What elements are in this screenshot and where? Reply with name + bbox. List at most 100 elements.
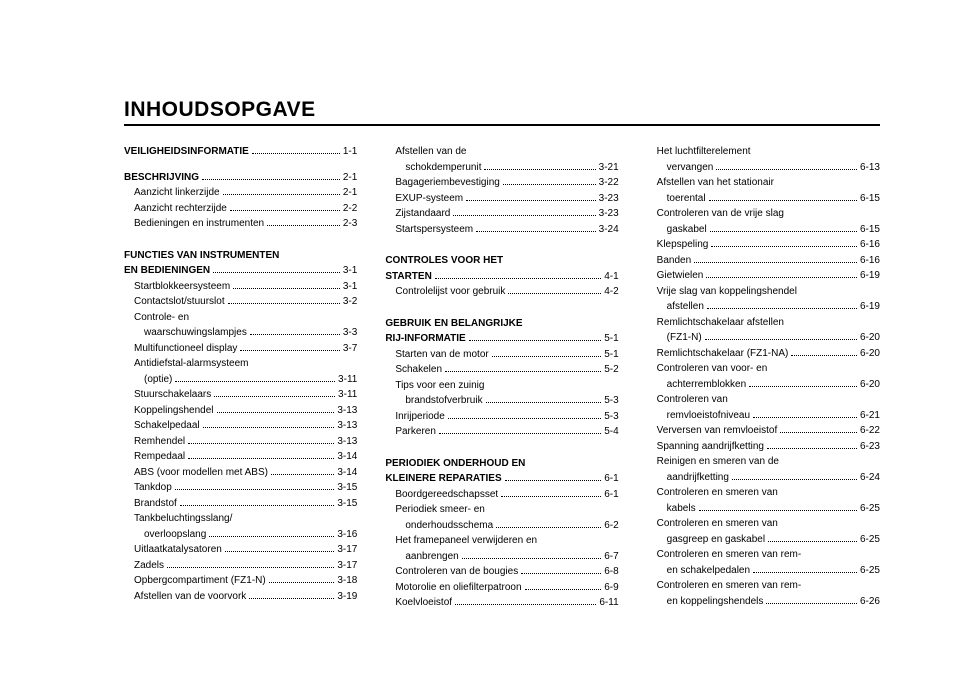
toc-entry: VEILIGHEIDSINFORMATIE 1-1 — [124, 144, 357, 160]
page-title: INHOUDSOPGAVE — [124, 98, 880, 126]
toc-entry-label: Klepspeling — [657, 237, 709, 253]
toc-leader-dots — [175, 483, 335, 490]
toc-entry-cont: Periodiek smeer- en — [385, 502, 618, 518]
toc-entry-page: 6-25 — [860, 532, 880, 548]
toc-entry-page: 6-20 — [860, 346, 880, 362]
toc-leader-dots — [180, 499, 335, 506]
toc-leader-dots — [791, 349, 857, 356]
toc-entry: gasgreep en gaskabel 6-25 — [647, 532, 880, 548]
toc-entry-label: RIJ-INFORMATIE — [385, 331, 465, 347]
toc-entry-label: Stuurschakelaars — [134, 387, 211, 403]
toc-entry: Rempedaal 3-14 — [124, 449, 357, 465]
toc-leader-dots — [209, 530, 334, 537]
toc-entry-label: Remlichtschakelaar (FZ1-NA) — [657, 346, 789, 362]
toc-entry-label: Aanzicht linkerzijde — [134, 185, 220, 201]
toc-entry-label: en schakelpedalen — [667, 563, 750, 579]
toc-leader-dots — [249, 592, 334, 599]
toc-entry-page: 3-21 — [599, 160, 619, 176]
toc-entry: achterremblokken 6-20 — [647, 377, 880, 393]
toc-entry-cont: Afstellen van de — [385, 144, 618, 160]
toc-entry-page: 1-1 — [343, 144, 357, 160]
toc-leader-dots — [501, 490, 601, 497]
spacer — [124, 160, 357, 170]
toc-entry-page: 6-11 — [599, 595, 618, 611]
toc-entry-page: 6-21 — [860, 408, 880, 424]
toc-entry-label: Bedieningen en instrumenten — [134, 216, 264, 232]
toc-entry-cont: Controleren en smeren van rem- — [647, 547, 880, 563]
toc-entry-label: Inrijperiode — [395, 409, 444, 425]
toc-entry-label: Schakelpedaal — [134, 418, 200, 434]
toc-columns: VEILIGHEIDSINFORMATIE 1-1 BESCHRIJVING 2-… — [124, 144, 880, 611]
toc-leader-dots — [448, 412, 601, 419]
toc-entry-page: 3-15 — [337, 480, 357, 496]
toc-entry: Motorolie en oliefilterpatroon 6-9 — [385, 580, 618, 596]
toc-entry: waarschuwingslampjes 3-3 — [124, 325, 357, 341]
toc-entry-label: Koelvloeistof — [395, 595, 452, 611]
toc-entry-page: 6-24 — [860, 470, 880, 486]
toc-leader-dots — [228, 297, 340, 304]
toc-entry-label: Zijstandaard — [395, 206, 450, 222]
toc-entry-label: Brandstof — [134, 496, 177, 512]
toc-leader-dots — [271, 468, 334, 475]
toc-entry-label: Rempedaal — [134, 449, 185, 465]
toc-entry-page: 3-7 — [343, 341, 357, 357]
toc-entry-label: Remhendel — [134, 434, 185, 450]
toc-entry: RIJ-INFORMATIE 5-1 — [385, 331, 618, 347]
toc-entry-page: 3-23 — [599, 206, 619, 222]
toc-entry: Zijstandaard 3-23 — [385, 206, 618, 222]
toc-entry-label: (FZ1-N) — [667, 330, 702, 346]
toc-entry-page: 3-13 — [337, 418, 357, 434]
toc-entry-page: 3-1 — [343, 263, 357, 279]
toc-entry-label: Uitlaatkatalysatoren — [134, 542, 222, 558]
toc-entry: Banden 6-16 — [647, 253, 880, 269]
toc-entry-cont: Controleren van — [647, 392, 880, 408]
toc-entry-label: Tankdop — [134, 480, 172, 496]
toc-entry: KLEINERE REPARATIES 6-1 — [385, 471, 618, 487]
toc-entry-page: 6-9 — [604, 580, 618, 596]
toc-entry: toerental 6-15 — [647, 191, 880, 207]
toc-entry: Schakelen 5-2 — [385, 362, 618, 378]
toc-entry: Brandstof 3-15 — [124, 496, 357, 512]
toc-entry-cont: Vrije slag van koppelingshendel — [647, 284, 880, 300]
toc-entry: EXUP-systeem 3-23 — [385, 191, 618, 207]
toc-entry-cont: Controleren en smeren van — [647, 485, 880, 501]
toc-entry: Inrijperiode 5-3 — [385, 409, 618, 425]
toc-entry-label: Contactslot/stuurslot — [134, 294, 225, 310]
toc-entry-label: Opbergcompartiment (FZ1-N) — [134, 573, 266, 589]
toc-entry: schokdemperunit 3-21 — [385, 160, 618, 176]
toc-leader-dots — [175, 375, 335, 382]
toc-entry-label: EN BEDIENINGEN — [124, 263, 210, 279]
toc-entry-page: 3-15 — [337, 496, 357, 512]
toc-entry-page: 5-4 — [604, 424, 618, 440]
toc-entry: Verversen van remvloeistof 6-22 — [647, 423, 880, 439]
toc-leader-dots — [250, 328, 340, 335]
toc-entry: vervangen 6-13 — [647, 160, 880, 176]
toc-entry-page: 6-1 — [604, 471, 618, 487]
toc-entry-cont: Controleren en smeren van rem- — [647, 578, 880, 594]
toc-entry-cont: Afstellen van het stationair — [647, 175, 880, 191]
toc-leader-dots — [233, 282, 340, 289]
toc-entry: Afstellen van de voorvork 3-19 — [124, 589, 357, 605]
toc-leader-dots — [707, 302, 857, 309]
toc-leader-dots — [521, 567, 601, 574]
toc-leader-dots — [767, 442, 857, 449]
toc-entry: BESCHRIJVING 2-1 — [124, 170, 357, 186]
toc-entry-cont: Het framepaneel verwijderen en — [385, 533, 618, 549]
toc-entry: Schakelpedaal 3-13 — [124, 418, 357, 434]
toc-entry-cont: Controleren van voor- en — [647, 361, 880, 377]
toc-leader-dots — [188, 452, 334, 459]
toc-entry-label: Controleren van de bougies — [395, 564, 518, 580]
toc-leader-dots — [230, 204, 340, 211]
toc-entry-cont: Het luchtfilterelement — [647, 144, 880, 160]
toc-leader-dots — [225, 545, 334, 552]
toc-entry-page: 5-2 — [604, 362, 618, 378]
toc-col-2: Afstellen van deschokdemperunit 3-21Baga… — [385, 144, 618, 611]
toc-leader-dots — [766, 597, 857, 604]
toc-entry-page: 6-1 — [604, 487, 618, 503]
toc-entry-page: 6-15 — [860, 222, 880, 238]
toc-entry-page: 3-16 — [337, 527, 357, 543]
toc-entry-page: 6-23 — [860, 439, 880, 455]
toc-leader-dots — [202, 173, 340, 180]
toc-section-head: FUNCTIES VAN INSTRUMENTEN — [124, 248, 357, 264]
toc-entry: Multifunctioneel display 3-7 — [124, 341, 357, 357]
